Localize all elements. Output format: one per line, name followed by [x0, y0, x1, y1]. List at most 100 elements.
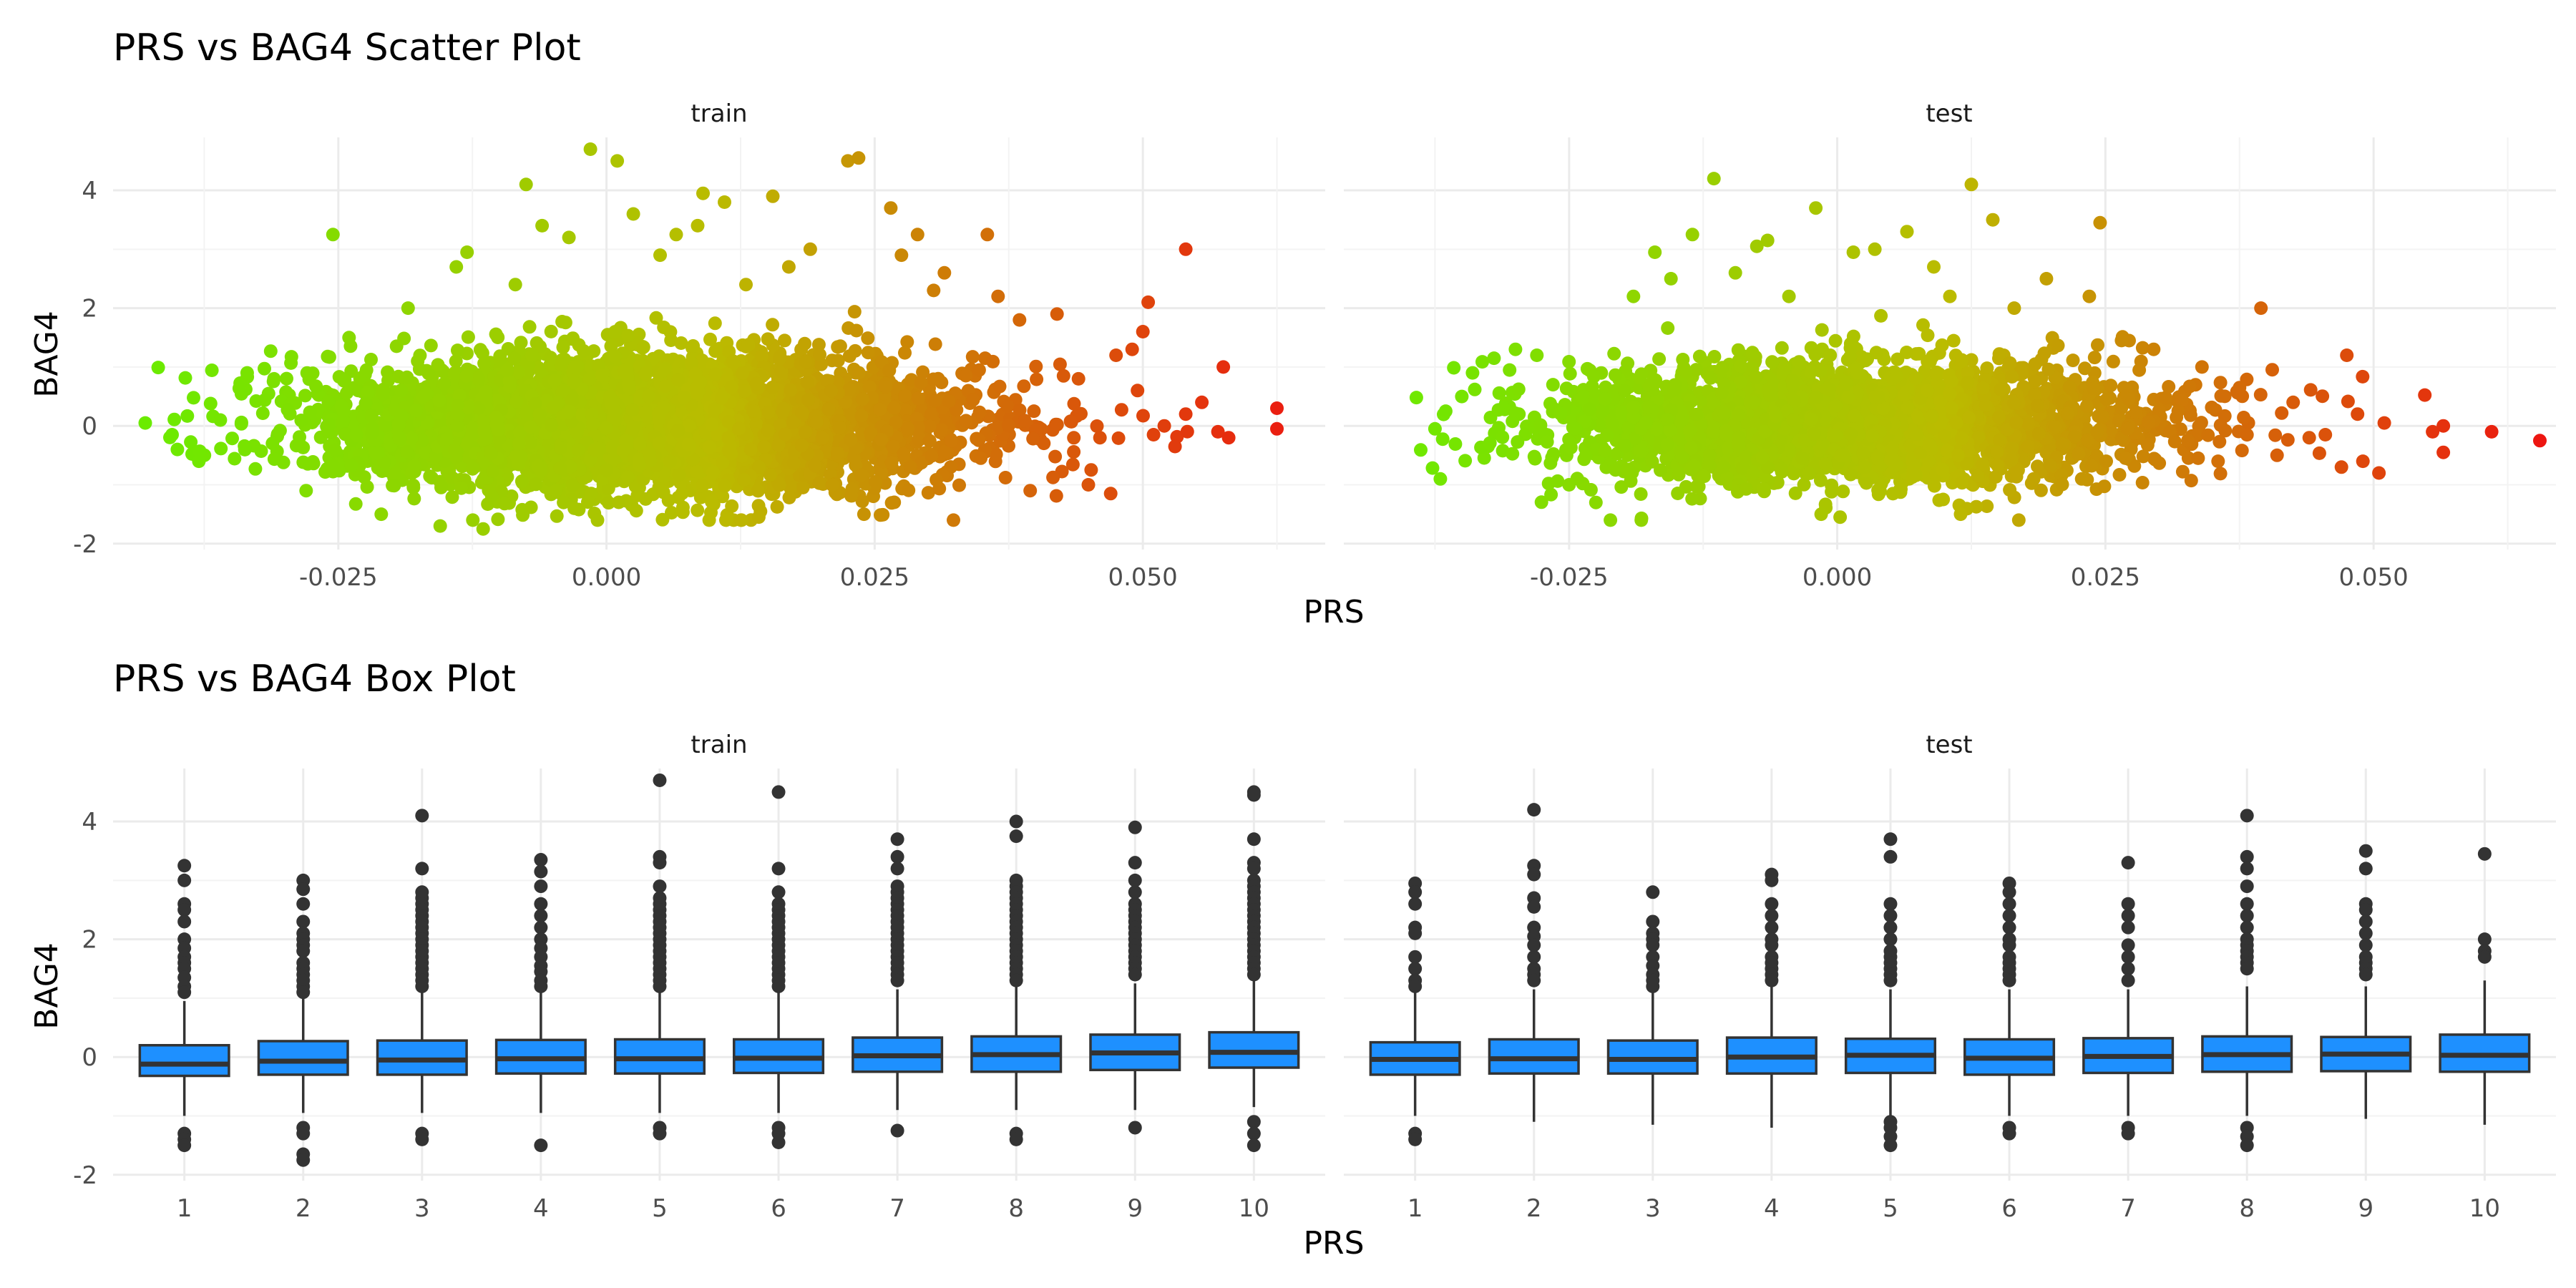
scatter-point: [861, 346, 875, 360]
scatter-point: [686, 339, 701, 353]
scatter-point: [663, 325, 678, 339]
scatter-point: [914, 375, 928, 389]
scatter-point: [238, 439, 252, 453]
scatter-point: [364, 353, 378, 366]
scatter-point: [434, 480, 448, 494]
scatter-point: [854, 409, 869, 423]
scatter-point: [522, 320, 537, 334]
scatter-point: [608, 349, 622, 364]
scatter-point: [298, 389, 312, 403]
scatter-point: [432, 394, 447, 408]
scatter-point: [658, 361, 673, 376]
scatter-point: [751, 510, 766, 525]
scatter-point: [831, 446, 844, 460]
scatter-point: [500, 364, 514, 377]
scatter-point: [400, 370, 414, 384]
scatter-point: [629, 504, 643, 518]
scatter-point: [466, 426, 479, 441]
x-tick-label: -0.025: [1530, 563, 1609, 592]
x-tick-label: 0.000: [572, 563, 641, 592]
scatter-point: [703, 332, 717, 346]
scatter-point: [1029, 359, 1043, 374]
scatter-point: [798, 336, 812, 351]
scatter-point: [974, 451, 988, 465]
scatter-point: [884, 455, 899, 469]
x-tick-label: -0.025: [299, 563, 378, 592]
scatter-point: [167, 412, 182, 426]
scatter-point: [813, 348, 826, 362]
x-tick-label: 0.025: [2071, 563, 2140, 592]
scatter-point: [321, 349, 335, 364]
scatter-point: [998, 471, 1013, 484]
scatter-point: [493, 351, 507, 366]
scatter-point: [874, 508, 887, 522]
scatter-point: [801, 393, 815, 407]
scatter-point: [852, 366, 866, 380]
scatter-point: [1030, 372, 1044, 386]
scatter-point: [675, 486, 689, 500]
scatter-point: [595, 369, 609, 382]
scatter-point: [360, 480, 374, 494]
scatter-point: [746, 404, 761, 418]
scatter-point: [942, 394, 956, 409]
scatter-point: [1048, 449, 1063, 464]
scatter-point: [1000, 399, 1015, 414]
scatter-point: [743, 442, 758, 457]
scatter-point: [481, 497, 495, 511]
scatter-point: [879, 380, 893, 394]
scatter-point: [423, 469, 437, 483]
scatter-point: [544, 324, 558, 338]
scatter-point: [184, 435, 198, 449]
scatter-point: [649, 311, 663, 325]
scatter-point: [280, 403, 295, 416]
scatter-point: [935, 423, 948, 437]
scatter-point: [675, 505, 690, 519]
scatter-point: [214, 441, 228, 456]
scatter-point: [702, 513, 716, 527]
scatter-point: [466, 513, 480, 527]
scatter-point: [718, 479, 732, 493]
scatter-point: [1084, 463, 1098, 477]
scatter-point: [641, 389, 655, 404]
scatter-point: [736, 366, 750, 380]
scatter-point: [571, 443, 585, 457]
scatter-point: [799, 354, 813, 369]
scatter-point: [751, 484, 765, 498]
scatter-point: [1049, 417, 1063, 431]
scatter-point: [340, 386, 353, 400]
scatter-point: [371, 445, 385, 459]
scatter-point: [854, 469, 868, 483]
scatter-point: [365, 426, 379, 440]
scatter-point: [1063, 414, 1078, 429]
scatter-point: [255, 406, 270, 420]
scatter-points-train: [138, 142, 1284, 536]
scatter-point: [732, 421, 746, 436]
scatter-point: [387, 479, 401, 493]
scatter-point: [708, 367, 723, 381]
scatter-point: [263, 344, 278, 358]
scatter-point: [902, 483, 916, 497]
scatter-point: [293, 438, 308, 452]
scatter-point: [916, 365, 930, 379]
scatter-point: [947, 513, 960, 527]
scatter-point: [636, 340, 650, 354]
scatter-strip-test: test: [1926, 99, 1972, 128]
scatter-point: [796, 480, 810, 494]
scatter-point: [776, 401, 791, 416]
scatter-point: [326, 459, 341, 473]
scatter-point: [296, 455, 311, 469]
scatter-point: [691, 503, 705, 517]
scatter-point: [861, 331, 875, 346]
scatter-point: [484, 447, 498, 460]
scatter-point: [1067, 445, 1081, 459]
scatter-point: [873, 402, 887, 416]
scatter-point: [406, 480, 421, 494]
scatter-point: [187, 391, 200, 405]
scatter-point: [741, 338, 756, 352]
scatter-point: [849, 323, 864, 338]
scatter-point: [424, 338, 438, 353]
scatter-point: [882, 364, 897, 378]
scatter-point: [514, 336, 528, 350]
